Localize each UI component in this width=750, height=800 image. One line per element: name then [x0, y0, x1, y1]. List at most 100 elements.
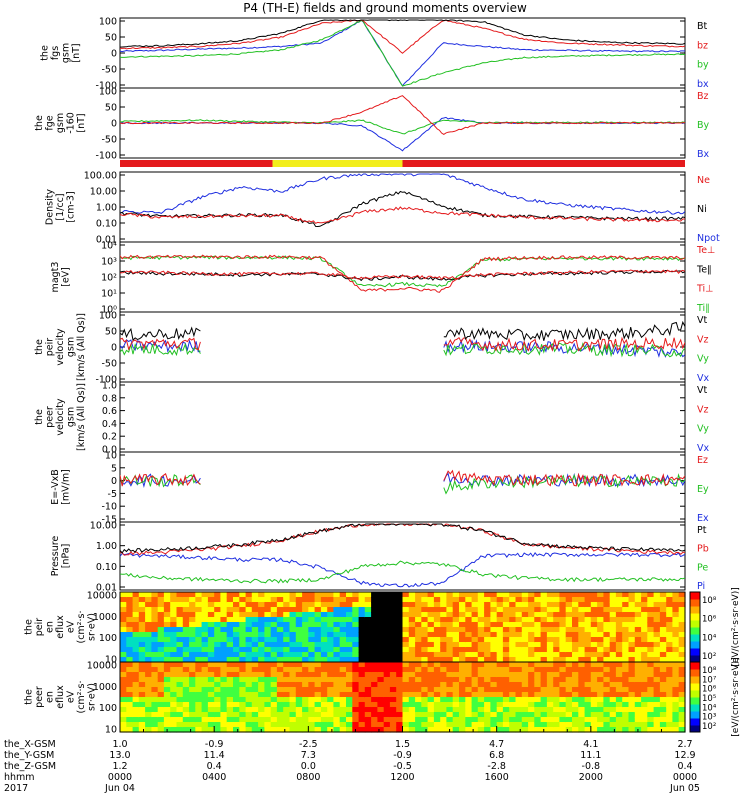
spectrogram-cell: [145, 612, 152, 618]
spectrogram-cell: [502, 632, 510, 638]
spectrogram-cell: [452, 657, 460, 663]
spectrogram-cell: [302, 667, 309, 673]
spectrogram-cell: [239, 637, 247, 643]
spectrogram-cell: [289, 717, 297, 723]
spectrogram-cell: [647, 592, 655, 598]
spectrogram-cell: [446, 687, 454, 693]
spectrogram-cell: [521, 672, 529, 678]
spectrogram-cell: [126, 722, 134, 728]
spectrogram-cell: [396, 702, 404, 708]
y-axis-label: gsm: [55, 113, 66, 133]
spectrogram-cell: [214, 712, 222, 718]
spectrogram-cell: [364, 672, 372, 678]
spectrogram-cell: [484, 657, 491, 663]
spectrogram-cell: [634, 637, 642, 643]
spectrogram-cell: [603, 687, 611, 693]
spectrogram-cell: [396, 642, 404, 648]
spectrogram-cell: [521, 662, 529, 668]
y-tick-label: -100: [95, 81, 117, 92]
spectrogram-cell: [220, 607, 228, 613]
spectrogram-cell: [578, 617, 586, 623]
spectrogram-cell: [276, 622, 284, 628]
spectrogram-cell: [245, 602, 253, 608]
spectrogram-cell: [389, 617, 397, 623]
spectrogram-cell: [251, 707, 259, 713]
spectrogram-cell: [534, 602, 542, 608]
spectrogram-cell: [283, 642, 291, 648]
spectrogram-cell: [289, 642, 297, 648]
spectrogram-cell: [195, 702, 203, 708]
spectrogram-cell: [490, 717, 498, 723]
spectrogram-cell: [333, 617, 341, 623]
spectrogram-cell: [170, 687, 178, 693]
spectrogram-cell: [477, 692, 485, 698]
spectrogram-cell: [484, 702, 491, 708]
y-axis-label: peer: [45, 406, 56, 428]
spectrogram-cell: [364, 697, 372, 703]
spectrogram-cell: [622, 657, 630, 663]
spectrogram-cell: [207, 637, 215, 643]
spectrogram-cell: [433, 637, 441, 643]
spectrogram-cell: [308, 647, 316, 653]
spectrogram-cell: [515, 692, 523, 698]
spectrogram-cell: [226, 642, 234, 648]
spectrogram-cell: [659, 667, 667, 673]
spectrogram-cell: [628, 692, 636, 698]
spectrogram-cell: [251, 667, 259, 673]
spectrogram-cell: [559, 597, 567, 603]
spectrogram-cell: [553, 682, 561, 688]
x-tick-value: -2.8: [487, 761, 506, 772]
spectrogram-cell: [415, 672, 422, 678]
spectrogram-cell: [289, 697, 297, 703]
spectrogram-cell: [151, 597, 159, 603]
x-tick-value: 7.3: [301, 750, 316, 761]
spectrogram-cell: [622, 612, 630, 618]
spectrogram-cell: [364, 667, 372, 673]
spectrogram-cell: [471, 712, 479, 718]
spectrogram-cell: [421, 692, 429, 698]
spectrogram-cell: [145, 682, 152, 688]
spectrogram-cell: [546, 662, 554, 668]
x-tick-value: 0000: [673, 772, 697, 783]
spectrogram-cell: [521, 657, 529, 663]
spectrogram-cell: [239, 592, 247, 598]
spectrogram-cell: [126, 622, 134, 628]
spectrogram-cell: [308, 687, 316, 693]
spectrogram-cell: [151, 652, 159, 658]
spectrogram-cell: [402, 702, 410, 708]
spectrogram-cell: [358, 602, 366, 608]
spectrogram-cell: [484, 602, 491, 608]
spectrogram-cell: [163, 602, 171, 608]
spectrogram-cell: [120, 722, 127, 728]
spectrogram-cell: [622, 687, 630, 693]
spectrogram-cell: [490, 672, 498, 678]
spectrogram-cell: [666, 677, 674, 683]
series-Ne: [120, 206, 685, 224]
spectrogram-cell: [421, 627, 429, 633]
spectrogram-cell: [421, 642, 429, 648]
y-tick-label: 0.4: [102, 419, 117, 430]
spectrogram-cell: [502, 627, 510, 633]
spectrogram-cell: [251, 602, 259, 608]
spectrogram-cell: [666, 607, 674, 613]
spectrogram-cell: [408, 687, 416, 693]
spectrogram-cell: [151, 662, 159, 668]
spectrogram-cell: [415, 722, 422, 728]
spectrogram-cell: [157, 622, 165, 628]
spectrogram-cell: [220, 662, 228, 668]
spectrogram-cell: [666, 667, 674, 673]
colorbar-frame: [689, 661, 701, 733]
spectrogram-cell: [653, 612, 661, 618]
spectrogram-cell: [615, 712, 623, 718]
spectrogram-cell: [477, 707, 485, 713]
spectrogram-cell: [502, 722, 510, 728]
x-tick-value: 1600: [485, 772, 509, 783]
spectrogram-cell: [377, 597, 385, 603]
spectrogram-cell: [641, 637, 648, 643]
spectrogram-cell: [459, 707, 466, 713]
spectrogram-cell: [383, 652, 391, 658]
spectrogram-cell: [484, 712, 491, 718]
spectrogram-cell: [132, 712, 140, 718]
spectrogram-cell: [207, 627, 215, 633]
